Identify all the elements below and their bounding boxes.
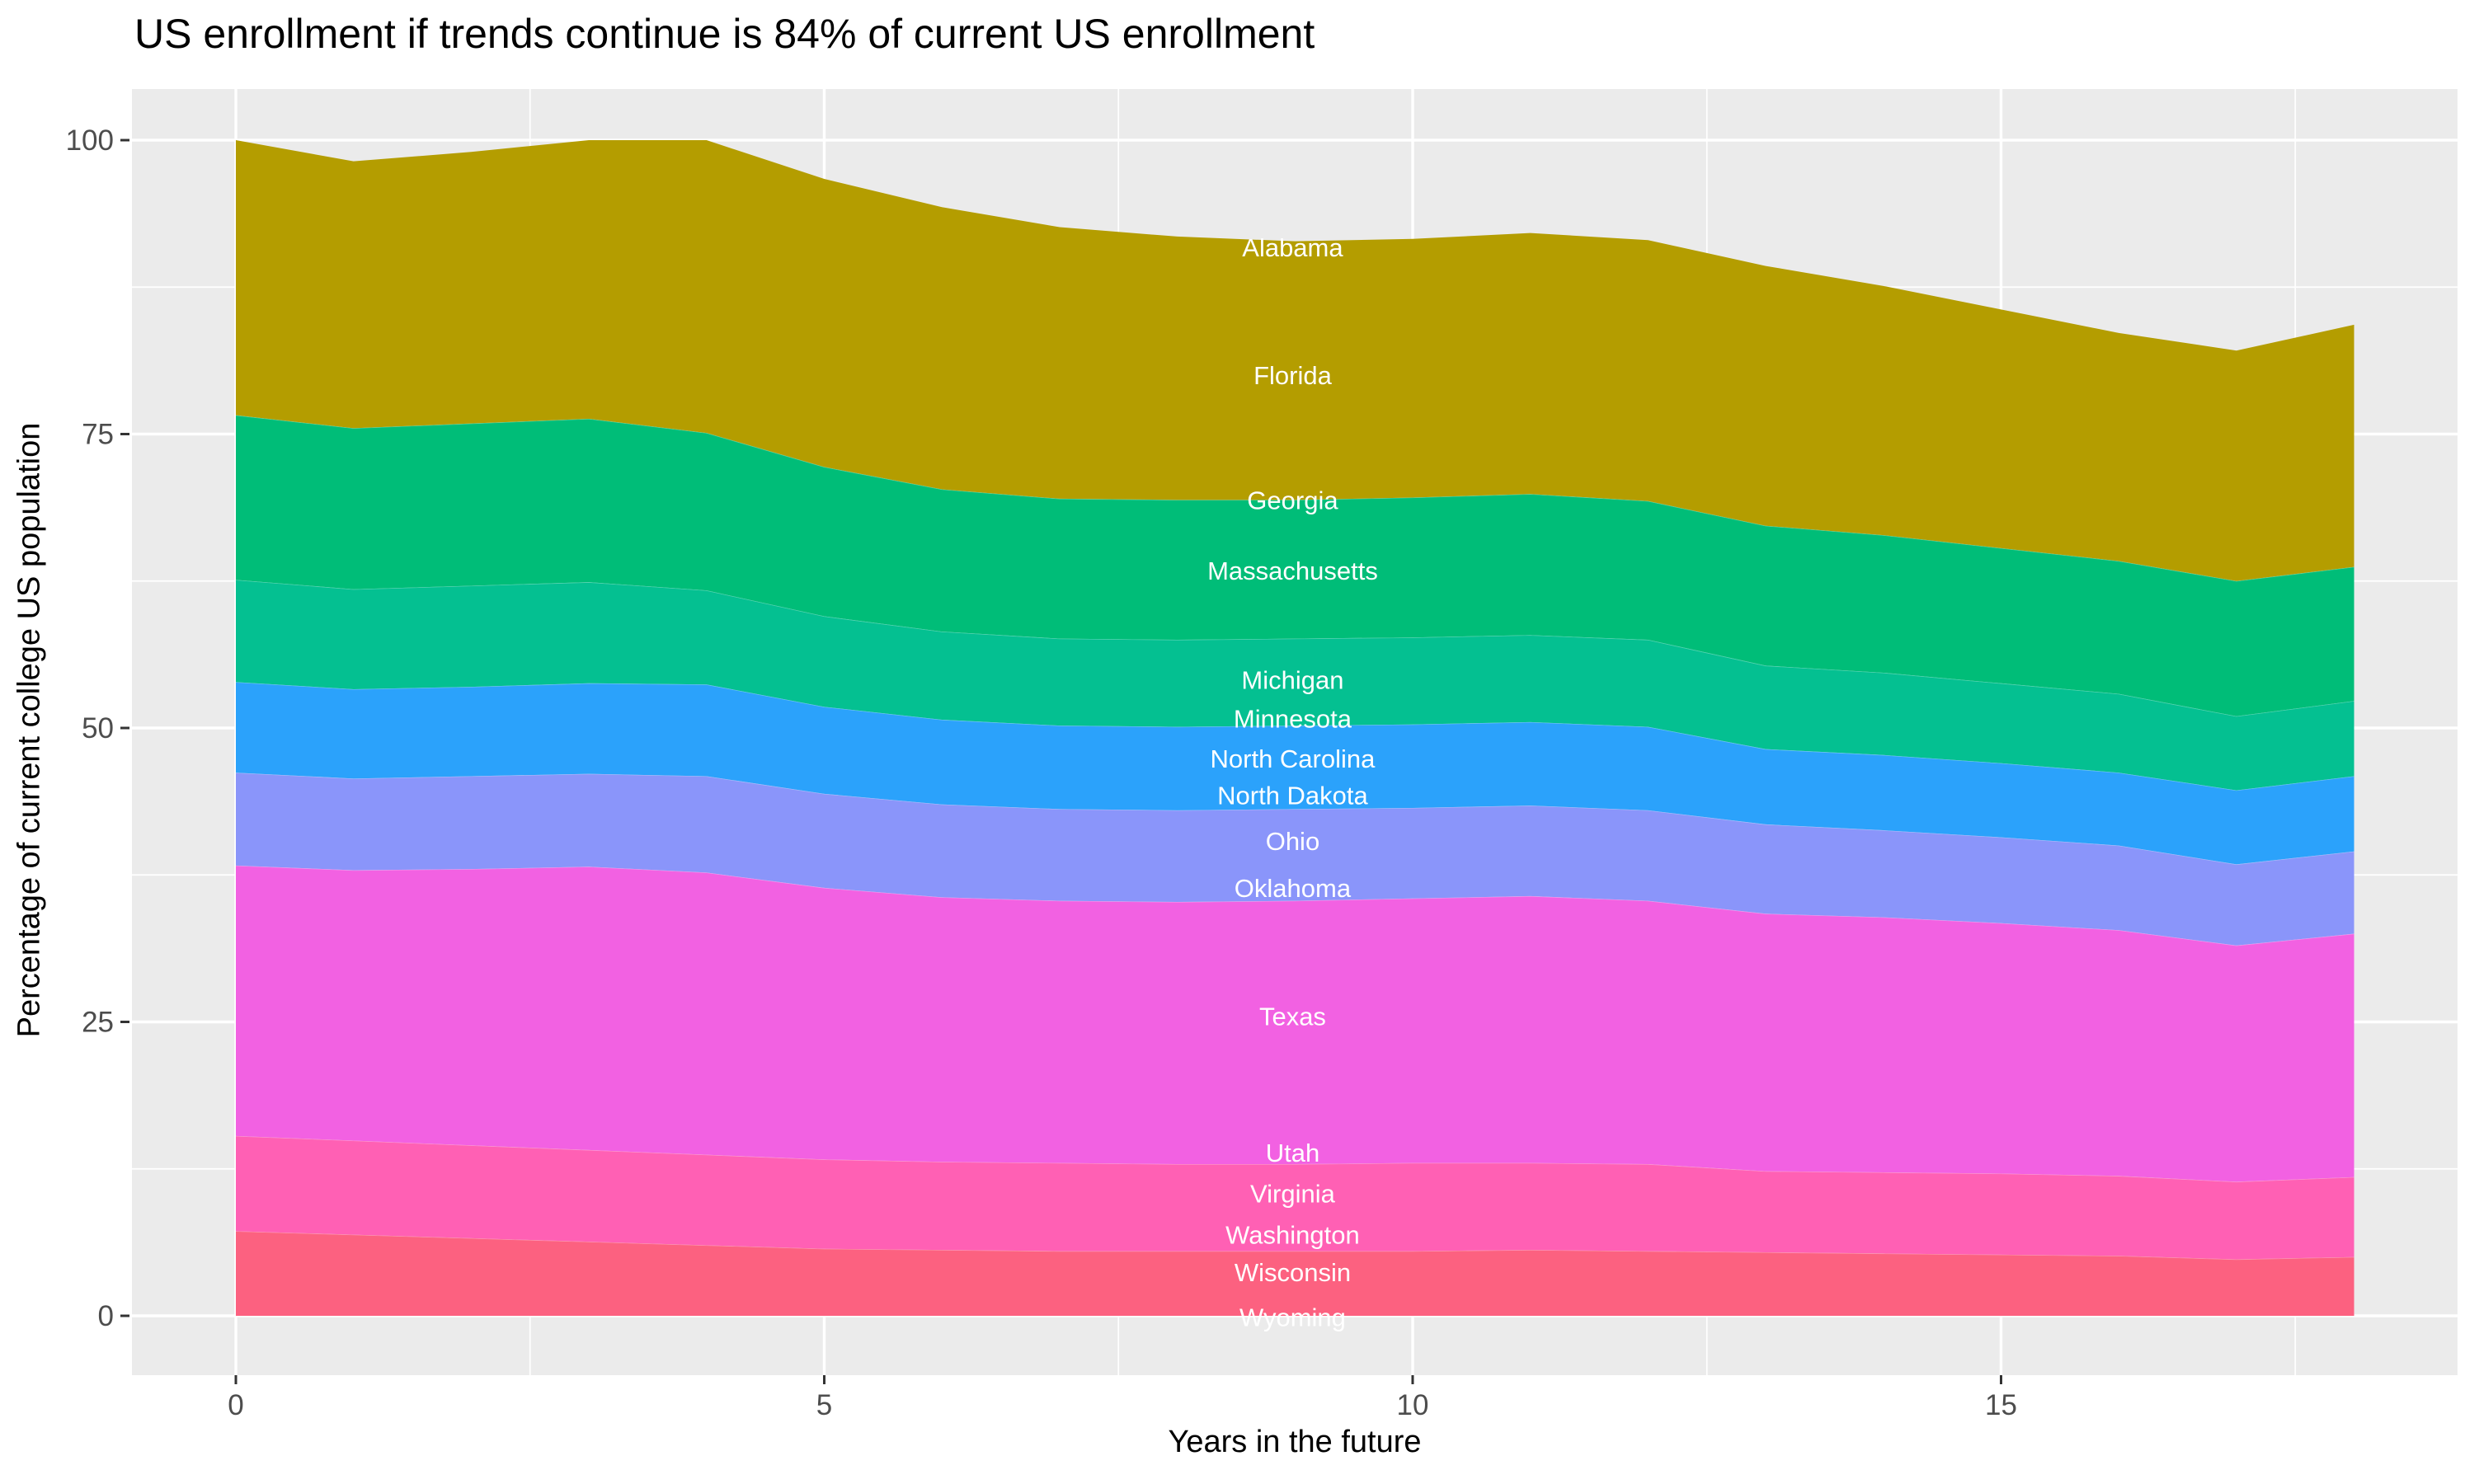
y-tick-label: 0	[98, 1300, 114, 1332]
area-florida	[236, 140, 2354, 581]
state-label-massachusetts: Massachusetts	[1207, 556, 1378, 585]
area-ohio	[236, 773, 2354, 946]
plot-title: US enrollment if trends continue is 84% …	[134, 11, 1315, 57]
area-texas	[236, 865, 2354, 1182]
state-label-texas: Texas	[1259, 1002, 1326, 1031]
y-tick-label: 50	[82, 712, 114, 744]
x-tick-label: 0	[228, 1389, 243, 1421]
area-michigan	[236, 580, 2354, 791]
x-axis-title: Years in the future	[1168, 1425, 1422, 1459]
state-label-florida: Florida	[1253, 361, 1333, 390]
state-label-michigan: Michigan	[1241, 666, 1343, 695]
state-label-oklahoma: Oklahoma	[1235, 874, 1352, 903]
state-label-north-dakota: North Dakota	[1217, 781, 1368, 810]
state-label-north-carolina: North Carolina	[1211, 744, 1376, 773]
state-label-ohio: Ohio	[1266, 827, 1319, 856]
state-label-wisconsin: Wisconsin	[1235, 1258, 1351, 1287]
y-tick-label: 100	[66, 124, 114, 157]
state-label-utah: Utah	[1266, 1139, 1319, 1167]
state-label-wyoming: Wyoming	[1239, 1303, 1346, 1331]
area-wisconsin	[236, 1231, 2354, 1316]
x-tick-label: 10	[1397, 1389, 1429, 1421]
y-tick-label: 75	[82, 419, 114, 451]
state-label-alabama: Alabama	[1242, 233, 1343, 262]
state-label-washington: Washington	[1225, 1221, 1360, 1250]
area-north-carolina	[236, 682, 2354, 865]
y-tick-label: 25	[82, 1007, 114, 1039]
area-massachusetts	[236, 415, 2354, 716]
x-tick-label: 15	[1985, 1389, 2017, 1421]
y-axis-title: Percentage of current college US populat…	[12, 422, 47, 1038]
state-label-minnesota: Minnesota	[1234, 705, 1352, 734]
state-label-georgia: Georgia	[1247, 486, 1338, 514]
x-tick-label: 5	[816, 1389, 832, 1421]
state-label-virginia: Virginia	[1250, 1180, 1336, 1209]
area-virginia	[236, 1135, 2354, 1260]
